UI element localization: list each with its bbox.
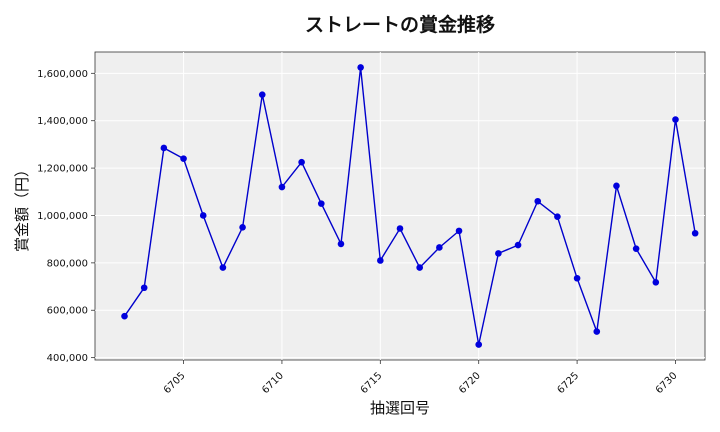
grid [95,52,705,360]
data-point [396,225,404,232]
plot-area [94,51,706,361]
data-point [613,182,620,190]
data-point [691,229,699,237]
data-point [455,227,463,235]
data-point [180,155,187,162]
y-tick-label: 1,400,000 [37,116,88,127]
data-point [672,116,679,123]
data-point [554,213,561,220]
data-point [436,244,443,251]
data-point [140,284,148,292]
y-axis: 400,000 600,000 800,000 1,000,000 1,200,000 1… [37,69,95,364]
data-point [652,278,660,286]
data-point [278,183,286,191]
x-tick-label: 6715 [359,370,385,396]
series-line [123,67,696,345]
data-point [495,250,502,257]
x-tick-label: 6725 [555,370,581,396]
y-tick-label: 1,200,000 [37,164,88,175]
x-tick-label: 6705 [162,370,188,396]
data-point [514,241,522,249]
x-tick-label: 6720 [457,370,483,396]
y-tick-label: 1,000,000 [37,211,88,222]
data-point [121,312,128,320]
data-point [317,200,325,207]
data-point [337,240,345,248]
data-point [258,91,266,98]
y-tick-label: 1,600,000 [37,69,88,80]
data-point [298,158,305,166]
data-point [416,264,423,271]
x-tick-label: 6730 [654,370,680,396]
y-axis-label: 賞金額（円） [13,162,31,252]
series-group [121,64,699,348]
data-point [199,212,207,219]
data-point [475,341,483,348]
x-axis-label: 抽選回号 [370,399,430,417]
chart-title: ストレートの賞金推移 [305,13,495,36]
data-point [160,144,168,152]
y-tick-label: 400,000 [47,353,88,364]
y-tick-label: 600,000 [47,306,88,317]
x-tick-label: 6710 [260,370,286,396]
y-tick-label: 800,000 [47,258,88,269]
data-point [573,274,581,282]
x-axis: 6705 6710 6715 6720 6725 6730 [162,360,680,396]
data-point [239,224,246,231]
data-point [377,257,384,264]
data-point [593,328,601,335]
data-point [534,197,542,205]
data-point [632,245,640,252]
data-point [219,264,227,271]
data-point [357,64,364,71]
